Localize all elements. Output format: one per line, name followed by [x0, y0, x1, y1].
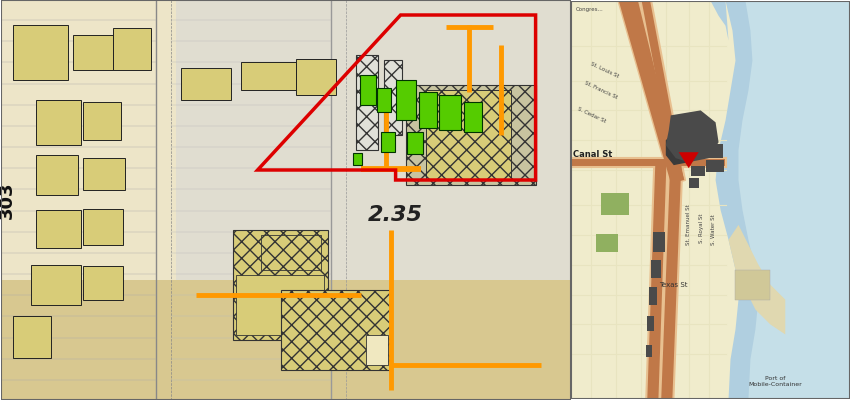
Bar — [233, 230, 327, 340]
Text: Texas St: Texas St — [659, 282, 688, 288]
Bar — [691, 166, 705, 176]
Bar — [381, 132, 394, 152]
Bar — [82, 102, 121, 140]
Bar — [280, 290, 391, 370]
Bar — [112, 28, 150, 70]
Bar — [405, 85, 536, 185]
Bar — [360, 75, 376, 105]
Text: S. Water St: S. Water St — [711, 214, 716, 245]
Bar — [82, 158, 125, 190]
Bar — [176, 0, 570, 300]
Bar — [353, 153, 361, 165]
Polygon shape — [735, 270, 770, 300]
Bar — [647, 316, 654, 332]
Bar — [653, 232, 665, 252]
Bar — [1, 280, 570, 400]
Text: S. Royal St: S. Royal St — [699, 213, 704, 243]
Text: Port of
Mobile-Container: Port of Mobile-Container — [749, 376, 802, 387]
Bar — [355, 55, 377, 150]
Bar — [176, 280, 570, 400]
Bar — [36, 155, 77, 195]
Bar — [649, 287, 657, 304]
Bar — [36, 100, 81, 145]
Text: S. Cedar St: S. Cedar St — [576, 107, 606, 124]
Polygon shape — [716, 1, 850, 399]
Bar — [688, 178, 699, 188]
Bar — [601, 193, 629, 215]
Text: St. Emanuel St: St. Emanuel St — [686, 204, 691, 245]
Bar — [235, 275, 324, 335]
Polygon shape — [711, 1, 728, 41]
Bar — [406, 132, 422, 154]
Bar — [646, 345, 652, 357]
Bar — [72, 35, 112, 70]
Bar — [426, 90, 511, 180]
Bar — [296, 59, 336, 95]
Bar — [596, 234, 618, 252]
Bar — [82, 209, 122, 245]
Bar — [180, 68, 230, 100]
Bar — [395, 80, 416, 120]
Bar — [418, 92, 437, 128]
Bar — [377, 88, 391, 112]
Text: St. Francis St: St. Francis St — [583, 81, 618, 100]
Bar — [82, 266, 122, 300]
Bar — [463, 102, 482, 132]
Bar — [241, 62, 296, 90]
Bar — [383, 60, 401, 135]
Bar — [366, 335, 388, 365]
Polygon shape — [666, 122, 706, 165]
Text: St. Louis St: St. Louis St — [589, 62, 619, 79]
Text: Canal St: Canal St — [573, 150, 613, 159]
Polygon shape — [666, 110, 718, 162]
Polygon shape — [728, 225, 785, 334]
Polygon shape — [739, 1, 850, 399]
Bar — [13, 316, 51, 358]
Bar — [31, 265, 81, 305]
Bar — [706, 160, 723, 172]
Text: 303: 303 — [0, 181, 15, 219]
Bar — [36, 210, 81, 248]
Bar — [439, 95, 461, 130]
Bar — [13, 25, 68, 80]
Text: Congres...: Congres... — [576, 7, 604, 12]
Bar — [651, 260, 660, 278]
Polygon shape — [679, 152, 699, 168]
Bar — [261, 235, 320, 270]
Text: 2.35: 2.35 — [368, 205, 423, 225]
Bar — [703, 144, 722, 158]
